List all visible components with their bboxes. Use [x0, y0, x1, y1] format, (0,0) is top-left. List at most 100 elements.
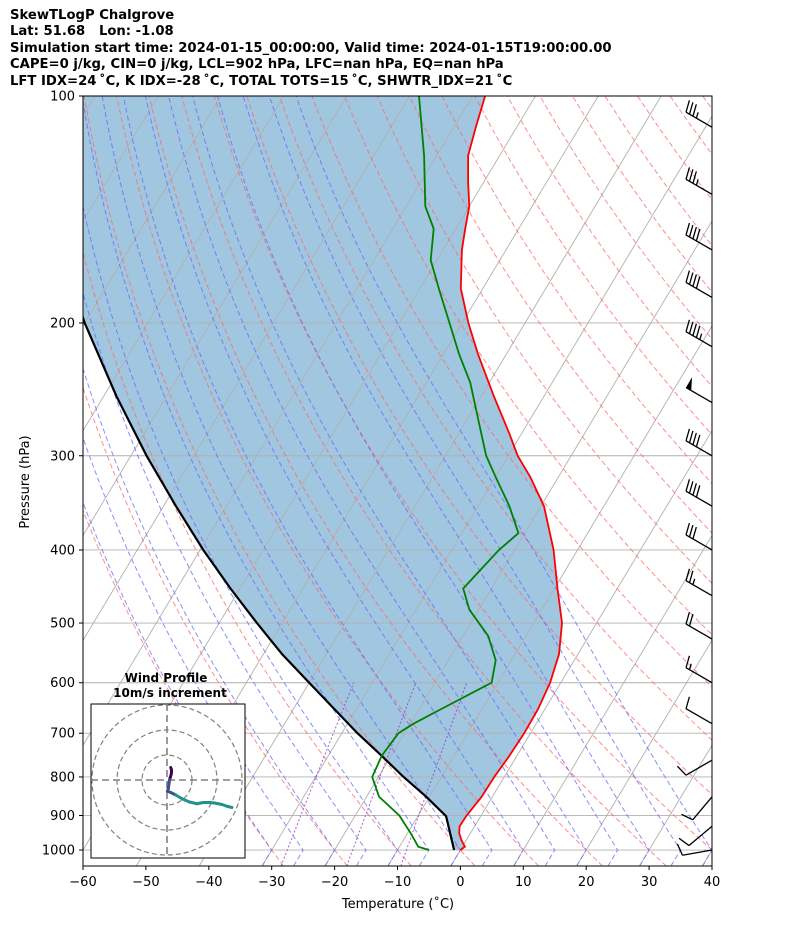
- wind-barb-half-flag: [695, 112, 699, 119]
- wind-barb: [685, 319, 713, 348]
- wind-barb-layer: [676, 100, 713, 856]
- wind-barb: [685, 479, 713, 507]
- moist-adiabat: [242, 96, 650, 866]
- dry-adiabat: [311, 96, 712, 688]
- isotherm: [83, 96, 348, 537]
- wind-barb-staff: [685, 111, 713, 128]
- wind-barb-flag: [688, 570, 694, 583]
- wind-barb: [685, 522, 713, 551]
- dry-adiabat: [376, 96, 712, 585]
- wind-barb-flag: [685, 428, 691, 441]
- wind-barb-flag: [692, 274, 697, 287]
- wind-barb-flag: [685, 611, 691, 625]
- wind-barb-flag: [688, 524, 694, 538]
- x-tick-label: −10: [384, 875, 411, 890]
- wind-barb-flag: [676, 765, 687, 776]
- cin-fill-layer: [83, 96, 562, 850]
- wind-barb-flag: [688, 321, 694, 334]
- dry-adiabat: [735, 96, 794, 866]
- isotherm: [513, 534, 712, 866]
- wind-barb-staff: [685, 234, 713, 251]
- wind-barb: [685, 611, 713, 640]
- x-axis-label: Temperature (˚C): [341, 896, 454, 912]
- y-axis-label: Pressure (hPa): [18, 435, 33, 528]
- wind-barb-flag: [695, 485, 701, 498]
- wind-barb: [678, 825, 713, 847]
- dry-adiabat: [539, 96, 712, 340]
- indices-line-2: LFT IDX=24 ˚C, K IDX=-28 ˚C, TOTAL TOTS=…: [10, 73, 513, 89]
- wind-barb-half-flag: [695, 179, 699, 186]
- location-line: Lat: 51.68 Lon: -1.08: [10, 24, 174, 40]
- wind-barb-flag: [688, 169, 694, 182]
- wind-barb-flag: [685, 100, 691, 113]
- cin-area: [83, 96, 562, 850]
- moist-adiabat: [83, 367, 336, 866]
- wind-barb-flag: [688, 613, 694, 627]
- isotherm: [450, 429, 712, 866]
- time-line: Simulation start time: 2024-01-15_00:00:…: [10, 40, 612, 56]
- moist-adiabat: [83, 501, 273, 866]
- dry-adiabat: [637, 96, 712, 201]
- wind-barb-flag: [692, 526, 697, 540]
- wind-barb-flag: [695, 325, 701, 338]
- wind-barb-flag: [692, 483, 697, 496]
- wind-barb-half-flag: [688, 663, 692, 670]
- dewpoint-line: [371, 96, 520, 851]
- hodograph-path-segment: [225, 804, 234, 809]
- y-tick-label: 500: [50, 617, 75, 632]
- wind-barb-flag: [688, 430, 694, 443]
- dry-adiabat: [344, 96, 712, 636]
- wind-barb-staff: [685, 623, 713, 640]
- moist-adiabat: [83, 204, 399, 866]
- y-tick-label: 1000: [42, 844, 75, 859]
- dry-adiabat: [83, 96, 476, 866]
- wind-barb-flag: [692, 104, 697, 117]
- wind-barb-flag: [685, 696, 691, 709]
- wind-barb-flag: [688, 481, 694, 494]
- moist-adiabat: [192, 96, 587, 866]
- wind-barb-flag: [685, 167, 691, 180]
- x-tick-label: 20: [578, 875, 595, 890]
- profile-layer: [83, 96, 563, 851]
- wind-barb-flag: [685, 655, 691, 668]
- x-tick-label: 0: [456, 875, 464, 890]
- wind-barb: [685, 696, 713, 725]
- dry-adiabat: [148, 96, 603, 866]
- wind-barb: [685, 377, 713, 404]
- hodograph-title: Wind Profile: [125, 671, 208, 685]
- dry-adiabat: [474, 96, 712, 436]
- hodograph-plot: [91, 704, 245, 858]
- wind-barb-flag: [685, 222, 691, 236]
- isotherm: [83, 96, 96, 118]
- moist-adiabat: [101, 96, 461, 866]
- moist-adiabat: [145, 96, 524, 866]
- wind-barb-flag: [688, 224, 694, 238]
- dry-adiabat: [83, 250, 412, 866]
- x-tick-label: −50: [132, 875, 159, 890]
- wind-barb: [685, 428, 713, 457]
- wind-barb-staff: [685, 490, 713, 507]
- wind-barb-flag: [695, 228, 701, 242]
- parcel-profile-line: [83, 314, 456, 851]
- wind-barb-staff: [685, 178, 713, 195]
- x-tick-label: 10: [515, 875, 532, 890]
- wind-barb-staff: [685, 386, 713, 404]
- y-tick-label: 200: [50, 316, 75, 331]
- dry-adiabat: [702, 96, 712, 110]
- moist-adiabat: [168, 96, 556, 866]
- wind-barb-pennant: [686, 377, 693, 391]
- wind-barb: [685, 100, 713, 128]
- x-tick-label: −60: [69, 875, 96, 890]
- x-tick-label: −30: [258, 875, 285, 890]
- wind-barb-flag: [695, 276, 701, 289]
- wind-barb-staff: [685, 580, 713, 597]
- hodograph-inset: Wind Profile 10m/s increment: [90, 671, 246, 859]
- wind-barb-staff: [685, 759, 713, 776]
- wind-barb-flag: [676, 843, 684, 856]
- wind-barb-flag: [678, 837, 690, 847]
- moist-adiabat: [83, 291, 367, 866]
- wind-barb: [676, 843, 713, 856]
- wind-barb-flag: [685, 479, 691, 492]
- wind-barb-staff: [692, 796, 713, 821]
- grid-layer: [83, 96, 794, 866]
